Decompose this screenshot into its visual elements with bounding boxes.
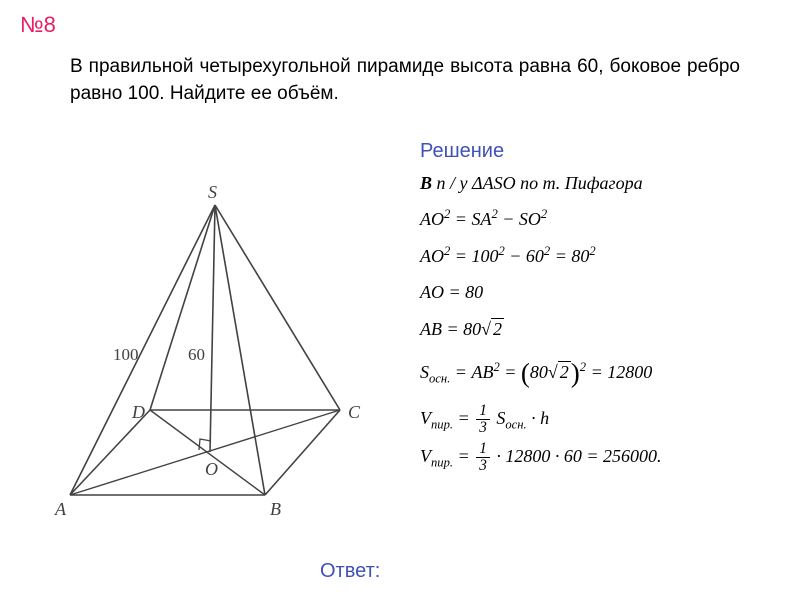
problem-text: В правильной четырехугольной пирамиде вы… [70,54,740,107]
solution-steps: В п / у ΔASO по т. Пифагора AO2 = SA2 − … [420,167,770,478]
pyramid-diagram: A B C D S O 100 60 [40,180,380,530]
label-60: 60 [188,345,205,364]
label-b: B [270,499,281,519]
answer-label: Ответ: [320,560,380,583]
label-c: C [348,402,361,422]
label-s: S [208,182,217,202]
problem-number: №8 [20,12,56,38]
sol-line-6: Sосн. = AB2 = (802)2 = 12800 [420,349,770,398]
sol-line-5: AB = 802 [420,313,770,345]
label-100: 100 [113,345,139,364]
pyramid-svg: A B C D S O 100 60 [40,180,380,530]
label-d: D [131,402,145,422]
sol-line-3: AO2 = 1002 − 602 = 802 [420,240,770,272]
sol-line-4: AO = 80 [420,276,770,308]
sol-line-7: Vпир. = 13 Sосн. · h [420,402,770,436]
label-a: A [54,499,67,519]
sol-line-8: Vпир. = 13 · 12800 · 60 = 256000. [420,440,770,474]
label-o: O [205,459,218,479]
sol-line-2: AO2 = SA2 − SO2 [420,203,770,235]
sol-line-1: В п / у ΔASO по т. Пифагора [420,167,770,199]
solution-title: Решение [420,140,504,163]
